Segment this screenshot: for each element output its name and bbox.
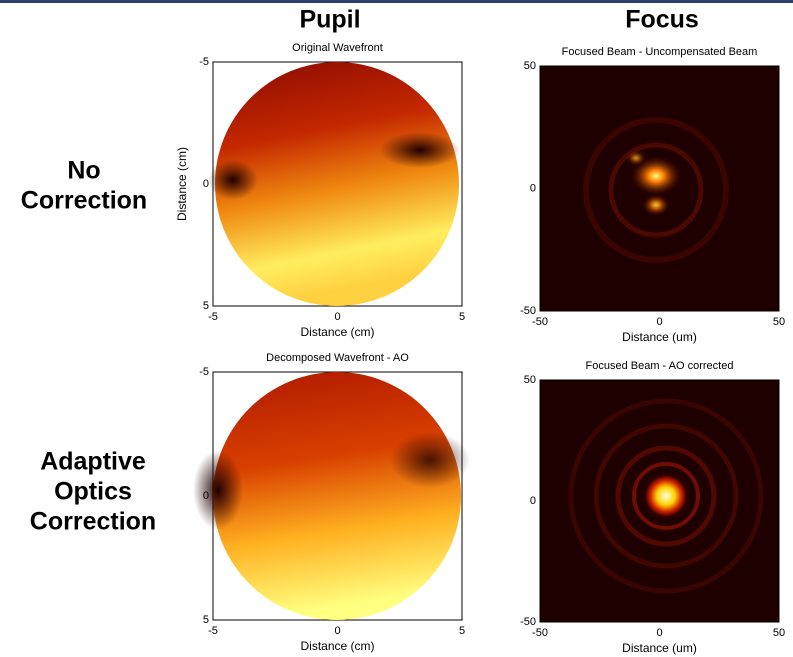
panel-title: Decomposed Wavefront - AO <box>266 352 409 364</box>
y-tick-label: 5 <box>203 614 209 626</box>
y-axis-label: Distance (cm) <box>175 147 189 221</box>
y-tick-label: -5 <box>199 366 209 378</box>
panel-title: Focused Beam - AO corrected <box>586 360 734 372</box>
x-tick-label: 5 <box>459 311 465 323</box>
row-label: Optics <box>54 478 132 506</box>
heatmap-2 <box>540 66 779 311</box>
x-axis-label: Distance (cm) <box>300 639 374 653</box>
row-label: Correction <box>30 508 156 536</box>
heatmap-1 <box>208 62 462 306</box>
y-tick-label: 5 <box>203 300 209 312</box>
y-tick-label: 0 <box>530 495 536 507</box>
y-tick-label: 0 <box>203 490 209 502</box>
heatmap-4 <box>540 380 779 622</box>
x-tick-label: -5 <box>208 311 218 323</box>
y-tick-label: -5 <box>199 56 209 68</box>
panel-title: Focused Beam - Uncompensated Beam <box>562 46 758 58</box>
row-label: Adaptive <box>40 448 146 476</box>
x-axis-label: Distance (cm) <box>300 325 374 339</box>
column-header: Pupil <box>299 6 360 34</box>
y-tick-label: 50 <box>524 60 536 72</box>
heatmap-3 <box>193 372 470 620</box>
row-label: No <box>67 157 100 185</box>
column-header: Focus <box>625 6 699 34</box>
x-tick-label: 0 <box>656 316 662 328</box>
x-axis-label: Distance (um) <box>622 641 697 655</box>
x-tick-label: -5 <box>208 625 218 637</box>
x-axis-label: Distance (um) <box>622 330 697 344</box>
x-tick-label: 5 <box>459 625 465 637</box>
y-tick-label: 50 <box>524 374 536 386</box>
row-label: Correction <box>21 187 147 215</box>
top-bar <box>0 0 793 3</box>
y-tick-label: -50 <box>520 616 536 628</box>
y-tick-label: 0 <box>203 178 209 190</box>
x-tick-label: -50 <box>532 316 548 328</box>
x-tick-label: 50 <box>773 627 785 639</box>
panel-title: Original Wavefront <box>292 42 383 54</box>
y-tick-label: -50 <box>520 305 536 317</box>
x-tick-label: 0 <box>656 627 662 639</box>
x-tick-label: 50 <box>773 316 785 328</box>
x-tick-label: -50 <box>532 627 548 639</box>
y-tick-label: 0 <box>530 182 536 194</box>
x-tick-label: 0 <box>334 311 340 323</box>
slide: PupilFocusNoCorrectionAdaptiveOpticsCorr… <box>0 0 793 657</box>
x-tick-label: 0 <box>334 625 340 637</box>
